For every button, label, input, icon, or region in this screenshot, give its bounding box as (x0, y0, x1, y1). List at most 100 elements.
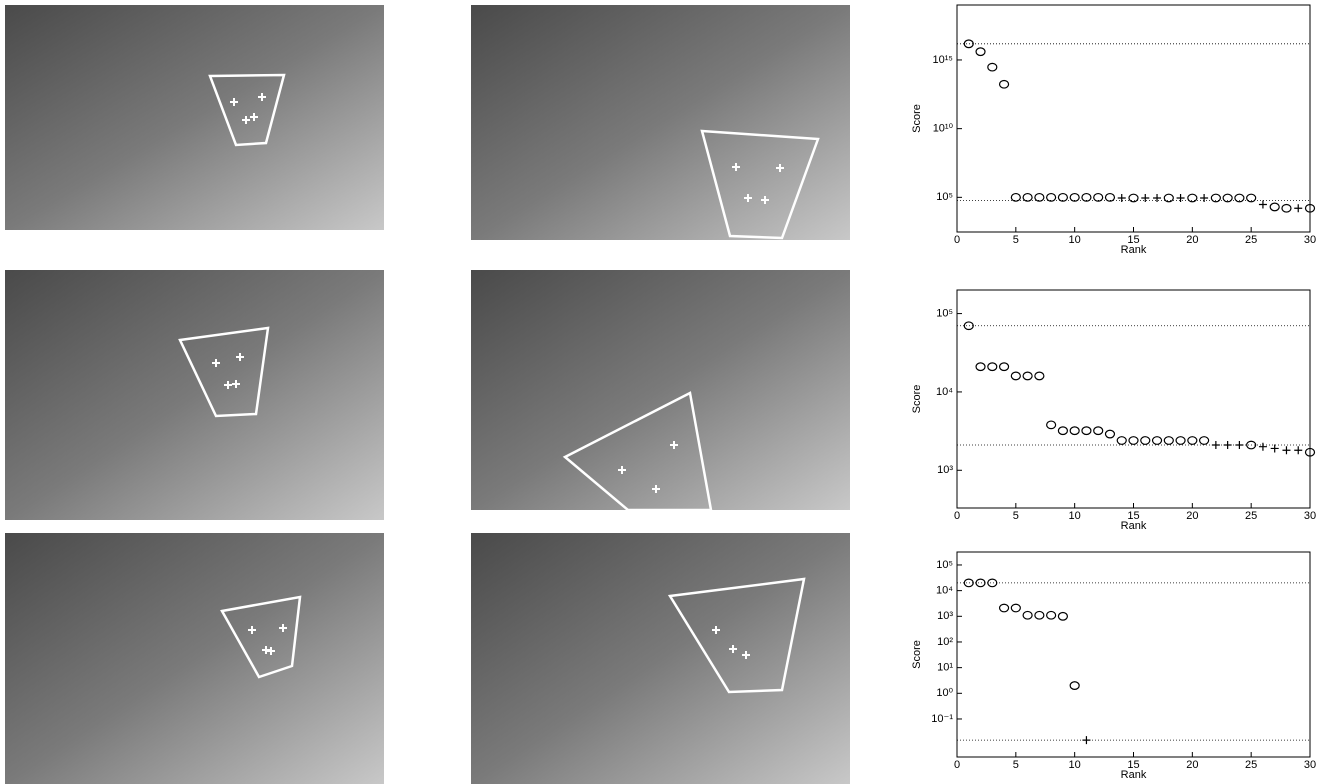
point (1235, 441, 1243, 449)
point (1177, 194, 1185, 202)
y-tick-label: 10⁻¹ (931, 713, 953, 725)
point (1212, 441, 1220, 449)
y-tick-label: 10⁵ (936, 559, 953, 571)
photo (5, 270, 384, 520)
x-tick-label: 30 (1304, 759, 1316, 771)
point (1000, 604, 1009, 612)
point (1011, 194, 1020, 202)
point (1058, 427, 1067, 435)
y-tick-label: 10² (937, 636, 953, 648)
y-tick-label: 10⁵ (936, 191, 953, 203)
point (1188, 437, 1197, 445)
x-axis-label: Rank (1121, 520, 1147, 532)
y-tick-label: 10⁴ (936, 585, 953, 597)
point (1035, 194, 1044, 202)
point (1164, 194, 1173, 202)
point (1000, 363, 1009, 371)
x-tick-label: 5 (1013, 234, 1019, 246)
point (1047, 421, 1056, 429)
point (1070, 427, 1079, 435)
point (1282, 446, 1290, 454)
point (1023, 372, 1032, 380)
point (1105, 430, 1114, 438)
point (1105, 194, 1114, 202)
point (1271, 444, 1279, 452)
x-axis-label: Rank (1121, 769, 1147, 781)
point (1153, 437, 1162, 445)
x-axis-label: Rank (1121, 244, 1147, 256)
figure: 10⁵10¹⁰10¹⁵051015202530RankScore10³10⁴10… (0, 0, 1328, 784)
point (976, 579, 985, 587)
y-tick-label: 10¹⁵ (933, 54, 953, 66)
point (1047, 194, 1056, 202)
point (1224, 441, 1232, 449)
photo (471, 533, 850, 784)
y-tick-label: 10³ (937, 610, 953, 622)
point (1000, 80, 1009, 88)
point (1011, 604, 1020, 612)
photo (5, 5, 384, 230)
point (1129, 194, 1138, 202)
y-tick-label: 10¹⁰ (933, 123, 954, 135)
point (1070, 682, 1079, 690)
x-tick-label: 20 (1186, 510, 1198, 522)
y-axis-label: Score (911, 104, 923, 133)
point (1259, 201, 1267, 209)
x-tick-label: 25 (1245, 234, 1257, 246)
x-tick-label: 10 (1069, 759, 1081, 771)
point (988, 579, 997, 587)
x-tick-label: 25 (1245, 759, 1257, 771)
point (1118, 194, 1126, 202)
point (964, 579, 973, 587)
point (1176, 437, 1185, 445)
y-tick-label: 10¹ (937, 662, 953, 674)
y-tick-label: 10³ (937, 464, 953, 476)
x-tick-label: 25 (1245, 510, 1257, 522)
point (976, 48, 985, 56)
x-tick-label: 0 (954, 510, 960, 522)
point (976, 363, 985, 371)
point (1270, 203, 1279, 211)
point (1094, 427, 1103, 435)
y-tick-label: 10⁵ (936, 307, 953, 319)
x-tick-label: 0 (954, 759, 960, 771)
point (1294, 446, 1302, 454)
point (1141, 194, 1149, 202)
point (1117, 437, 1126, 445)
x-tick-label: 20 (1186, 759, 1198, 771)
point (964, 322, 973, 330)
point (1294, 204, 1302, 212)
point (1141, 437, 1150, 445)
point (988, 63, 997, 71)
point (1023, 611, 1032, 619)
point (1200, 437, 1209, 445)
point (1282, 204, 1291, 212)
point (1082, 427, 1091, 435)
y-tick-label: 10⁰ (936, 687, 953, 699)
x-tick-label: 5 (1013, 510, 1019, 522)
point (964, 40, 973, 48)
plot-frame (957, 5, 1310, 232)
point (988, 363, 997, 371)
y-axis-label: Score (911, 385, 923, 414)
x-tick-label: 10 (1069, 234, 1081, 246)
point (1035, 611, 1044, 619)
x-tick-label: 10 (1069, 510, 1081, 522)
point (1164, 437, 1173, 445)
x-tick-label: 0 (954, 234, 960, 246)
plot-frame (957, 290, 1310, 508)
x-tick-label: 30 (1304, 234, 1316, 246)
y-axis-label: Score (911, 640, 923, 669)
point (1259, 443, 1267, 451)
point (1047, 611, 1056, 619)
photo-grid (5, 5, 850, 784)
point (1188, 194, 1197, 202)
point (1023, 194, 1032, 202)
point (1082, 736, 1090, 744)
x-tick-label: 5 (1013, 759, 1019, 771)
point (1058, 613, 1067, 621)
photo (471, 270, 850, 510)
x-tick-label: 20 (1186, 234, 1198, 246)
photo (5, 533, 384, 784)
